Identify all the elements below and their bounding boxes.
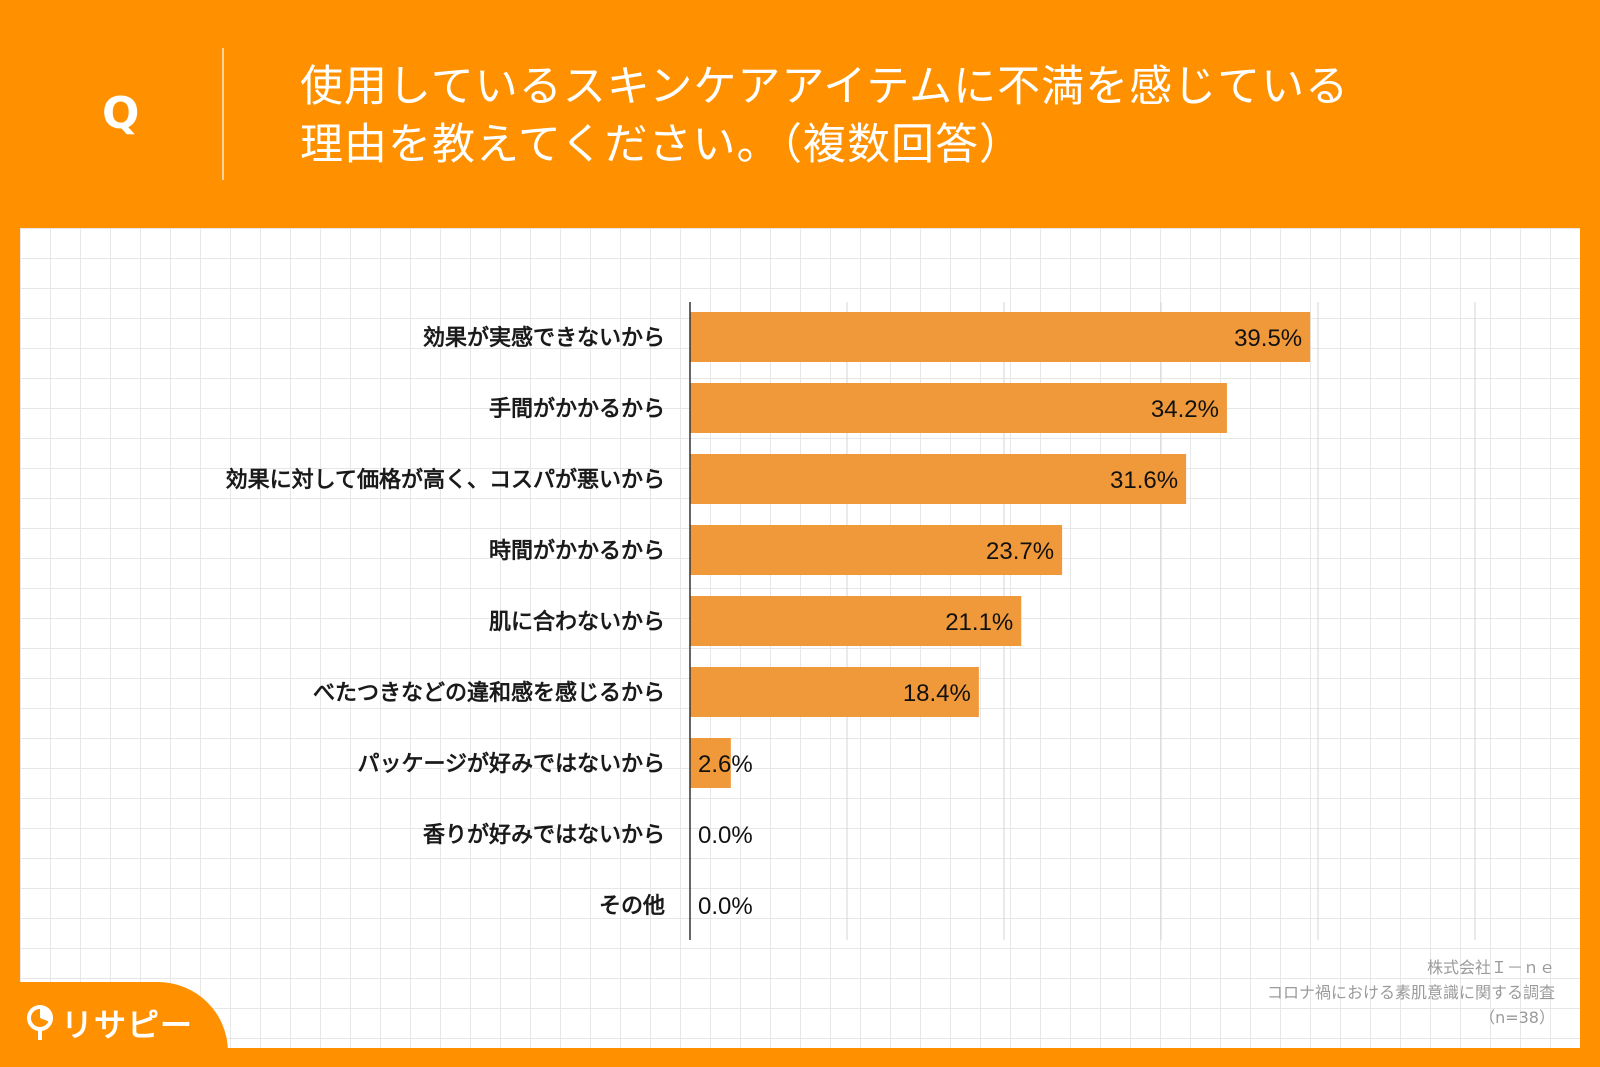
category-label: 香りが好みではないから	[423, 822, 665, 848]
value-label: 0.0%	[698, 822, 753, 849]
bar	[690, 383, 1227, 433]
question-mark-letter: Q	[102, 88, 140, 139]
value-label: 0.0%	[698, 893, 753, 920]
category-label: べたつきなどの違和感を感じるから	[313, 680, 665, 706]
source-survey: コロナ禍における素肌意識に関する調査	[1266, 983, 1555, 1002]
source-company: 株式会社Ｉ－ｎｅ	[1426, 958, 1555, 977]
title-line-1: 使用しているスキンケアアイテムに不満を感じている	[300, 62, 1350, 112]
value-label: 21.1%	[945, 609, 1013, 636]
value-label: 2.6%	[698, 751, 753, 778]
source-note: 株式会社Ｉ－ｎｅ コロナ禍における素肌意識に関する調査 （n=38）	[1267, 955, 1555, 1030]
value-label: 23.7%	[986, 538, 1054, 565]
logo-tab	[0, 982, 228, 1067]
category-label: パッケージが好みではないから	[357, 751, 665, 777]
source-sample: （n=38）	[1479, 1008, 1555, 1027]
logo: リサピー	[25, 1000, 193, 1046]
bar	[690, 667, 979, 717]
value-label: 34.2%	[1151, 396, 1219, 423]
bar	[690, 454, 1187, 504]
category-label: 効果に対して価格が高く、コスパが悪いから	[226, 467, 665, 493]
logo-text: リサピー	[61, 1006, 194, 1044]
category-label: 時間がかかるから	[489, 538, 665, 564]
bar	[690, 738, 731, 788]
bar	[690, 596, 1022, 646]
bar	[690, 525, 1063, 575]
bottom-strip	[0, 1048, 1600, 1067]
page-title: 使用しているスキンケアアイテムに不満を感じている 理由を教えてください。（複数回…	[300, 58, 1500, 174]
header-divider	[222, 48, 224, 180]
value-label: 18.4%	[903, 680, 971, 707]
category-label: 手間がかかるから	[489, 396, 665, 422]
header: Q 使用しているスキンケアアイテムに不満を感じている 理由を教えてください。（複…	[0, 0, 1600, 225]
category-label: 効果が実感できないから	[423, 325, 665, 351]
title-line-2: 理由を教えてください。（複数回答）	[300, 120, 1024, 170]
bar	[690, 312, 1311, 362]
pin-icon	[27, 1005, 53, 1040]
value-label: 39.5%	[1234, 325, 1302, 352]
category-label: その他	[599, 894, 665, 919]
value-label: 31.6%	[1110, 467, 1178, 494]
category-label: 肌に合わないから	[489, 609, 665, 635]
